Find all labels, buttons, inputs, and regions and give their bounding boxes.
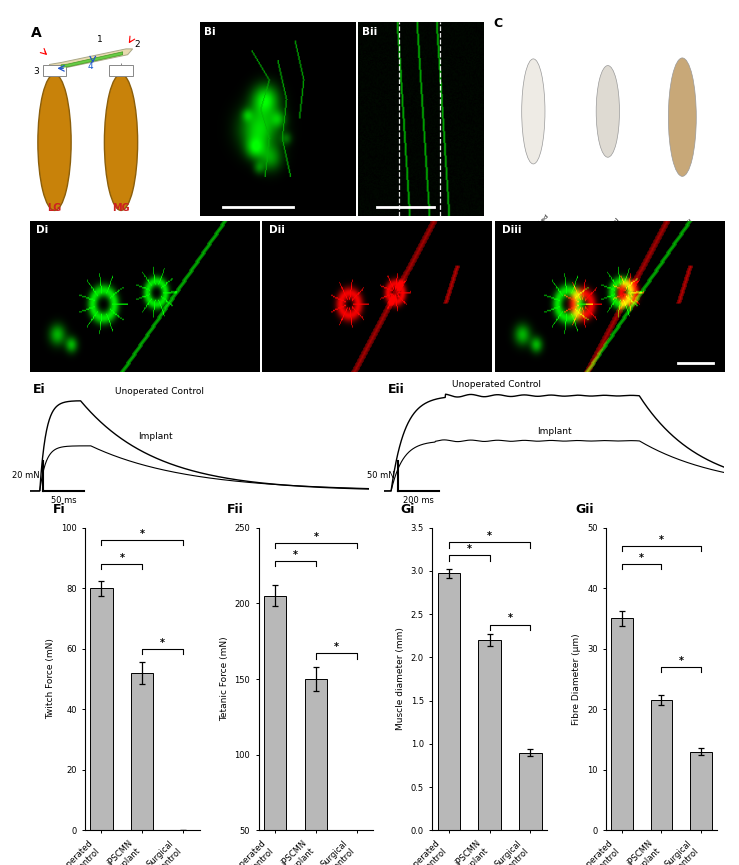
Bar [478,640,501,830]
Text: 50 ms: 50 ms [51,496,76,505]
Bar [90,588,112,830]
Text: Bii: Bii [362,28,378,37]
Text: Diii: Diii [502,225,522,235]
Bar [131,673,154,830]
Text: Di: Di [36,225,49,235]
Polygon shape [61,52,123,67]
Text: Unoperated Control: Unoperated Control [115,387,203,395]
Text: 1: 1 [97,35,102,44]
Y-axis label: Twitch Force (mN): Twitch Force (mN) [47,638,55,720]
Bar [109,66,133,76]
Text: 20 mN: 20 mN [12,471,40,480]
Bar [437,573,460,830]
Text: Eii: Eii [388,383,404,396]
Text: Unoperated Control: Unoperated Control [452,380,541,388]
Text: *: * [487,531,492,541]
Bar [43,66,67,76]
Text: *: * [334,642,339,652]
Text: *: * [293,550,298,560]
Text: 4: 4 [88,62,93,71]
Polygon shape [50,48,133,69]
Text: A: A [31,25,42,40]
Text: C: C [494,17,503,30]
Y-axis label: Tetanic Force (mN): Tetanic Force (mN) [220,637,229,721]
Text: Dii: Dii [269,225,285,235]
Bar [520,753,542,830]
Text: *: * [313,532,319,541]
Y-axis label: Fibre Diameter (μm): Fibre Diameter (μm) [573,633,582,725]
Text: Implant: Implant [537,426,572,436]
Ellipse shape [596,66,619,157]
Ellipse shape [38,74,71,210]
Text: 200 ms: 200 ms [403,496,434,505]
Text: 2: 2 [134,40,140,49]
Text: Fii: Fii [227,503,243,516]
Text: Gii: Gii [575,503,593,516]
Text: *: * [119,553,124,563]
Text: Gi: Gi [401,503,415,516]
Ellipse shape [104,74,137,210]
Text: *: * [466,544,471,554]
Bar [690,752,712,830]
Bar [264,596,286,865]
Ellipse shape [668,58,696,176]
Text: *: * [659,535,664,545]
Text: *: * [140,529,145,539]
Text: 3: 3 [33,67,39,76]
Y-axis label: Muscle diameter (mm): Muscle diameter (mm) [396,628,405,730]
Ellipse shape [522,59,545,164]
Text: Surgical
Control: Surgical Control [599,217,624,242]
Text: *: * [160,638,166,648]
Text: *: * [678,656,684,666]
Text: iPSCMN
implant: iPSCMN implant [674,217,698,242]
Text: 50 mN: 50 mN [367,471,395,480]
Text: *: * [508,613,513,624]
Text: *: * [639,553,644,563]
Text: Implant: Implant [138,432,173,441]
Text: Fi: Fi [53,503,66,516]
Bar [611,618,633,830]
Bar [304,679,327,865]
Text: Unoperated
Control: Unoperated Control [520,213,554,247]
Text: LG: LG [47,203,61,214]
Text: Ei: Ei [33,383,46,396]
Text: MG: MG [112,203,130,214]
Text: Bi: Bi [204,28,216,37]
Bar [650,701,672,830]
